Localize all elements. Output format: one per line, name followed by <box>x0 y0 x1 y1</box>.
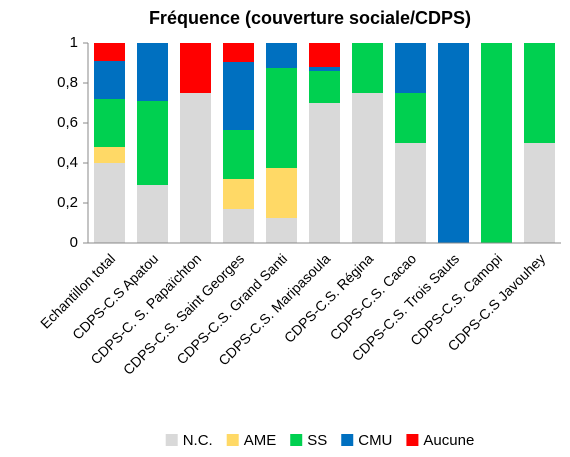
bar-segment <box>309 103 340 243</box>
legend-label: AME <box>244 432 277 449</box>
legend-swatch <box>165 434 178 446</box>
bar-segment <box>266 43 297 68</box>
bar-segment <box>352 93 383 243</box>
bar-segment <box>223 62 254 130</box>
bar-segment <box>266 168 297 218</box>
y-tick-label: 0,6 <box>57 114 78 131</box>
y-tick-label: 0,8 <box>57 74 78 91</box>
y-tick-label: 0,4 <box>57 154 78 171</box>
bar-segment <box>137 185 168 243</box>
bar-segment <box>94 163 125 243</box>
chart-title: Fréquence (couverture sociale/CDPS) <box>149 8 471 28</box>
bar-segment <box>309 43 340 67</box>
bar-segment <box>481 43 512 243</box>
bar-segment <box>180 43 211 93</box>
legend-swatch <box>406 434 419 446</box>
bar-segment <box>352 43 383 93</box>
bar-segment <box>94 147 125 163</box>
legend-label: Aucune <box>423 432 474 449</box>
y-tick-label: 0,2 <box>57 194 78 211</box>
y-tick-label: 0 <box>70 234 78 251</box>
bar-segment <box>438 43 469 243</box>
bar-segment <box>223 209 254 243</box>
y-tick-label: 1 <box>70 34 78 51</box>
bar-segment <box>180 93 211 243</box>
bar-segment <box>137 43 168 101</box>
x-tick-label: Echantillon total <box>37 250 118 331</box>
bar-segment <box>395 43 426 93</box>
bar-segment <box>524 143 555 243</box>
bar-segment <box>309 67 340 71</box>
bar-segment <box>94 99 125 147</box>
legend-label: CMU <box>358 432 392 449</box>
legend-swatch <box>290 434 303 446</box>
bar-segment <box>395 93 426 143</box>
bar-segment <box>223 179 254 209</box>
bar-segment <box>266 68 297 168</box>
bar-segment <box>266 218 297 243</box>
bar-segment <box>524 43 555 143</box>
legend-label: N.C. <box>183 432 213 449</box>
legend-label: SS <box>307 432 327 449</box>
bar-segment <box>137 101 168 185</box>
bar-segment <box>395 143 426 243</box>
legend-swatch <box>226 434 239 446</box>
bar-segment <box>309 71 340 103</box>
bar-segment <box>94 61 125 99</box>
legend-swatch <box>341 434 354 446</box>
bar-segment <box>223 43 254 62</box>
bar-segment <box>223 130 254 179</box>
bar-segment <box>94 43 125 61</box>
